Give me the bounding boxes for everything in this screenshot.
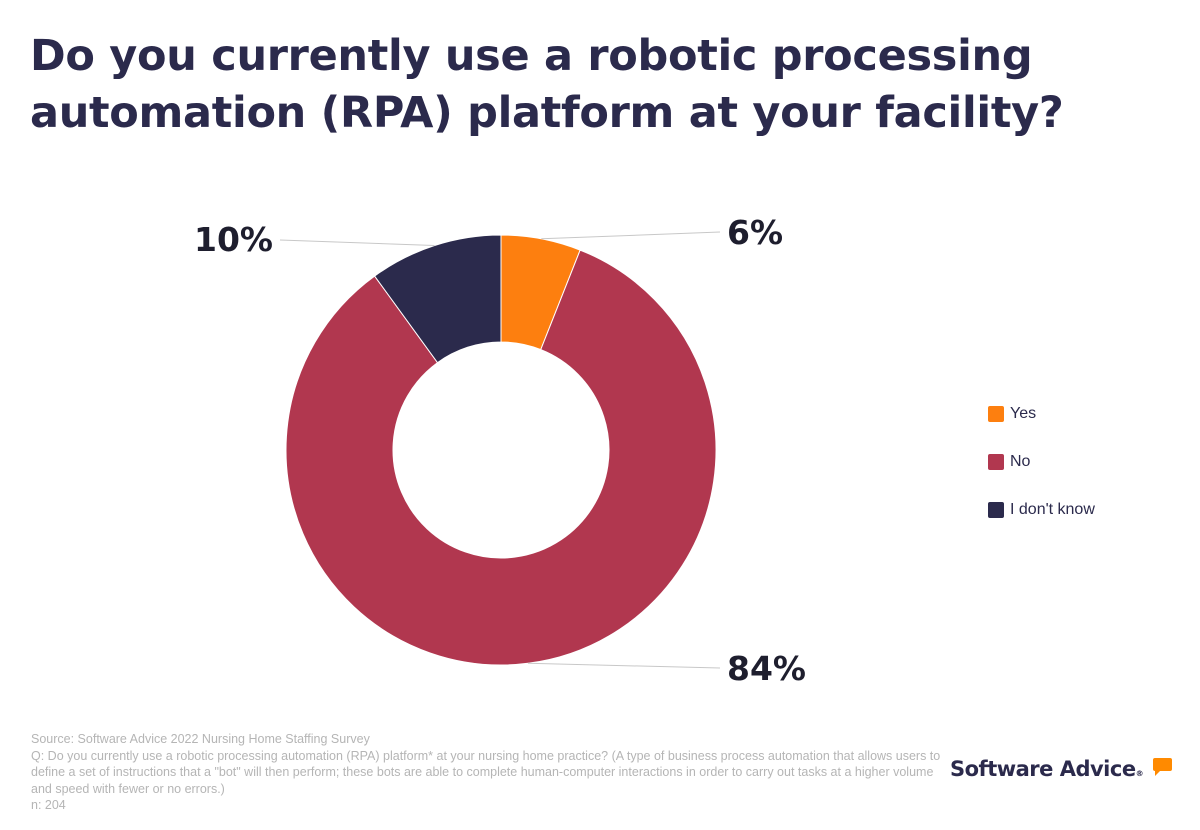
slice-i-don-t-know <box>373 234 502 364</box>
sample-size: n: 204 <box>31 798 66 812</box>
footnote: Source: Software Advice 2022 Nursing Hom… <box>31 731 941 814</box>
data-label: 6% <box>727 213 783 252</box>
speech-bubble-icon <box>1153 758 1172 776</box>
legend-swatch <box>988 406 1004 422</box>
question-text: Q: Do you currently use a robotic proces… <box>31 748 941 796</box>
leader-line <box>527 662 721 669</box>
legend-item-yes: Yes <box>988 390 1095 438</box>
slice-no <box>285 249 717 666</box>
legend-item-no: No <box>988 438 1095 486</box>
chart-title: Do you currently use a robotic processin… <box>30 31 1064 138</box>
leader-line <box>279 239 435 247</box>
source-text: Source: Software Advice 2022 Nursing Hom… <box>31 732 370 746</box>
data-label: 84% <box>727 649 806 688</box>
legend-label: I don't know <box>1010 501 1095 518</box>
legend-label: No <box>1010 453 1031 470</box>
data-label: 10% <box>194 220 273 259</box>
legend-swatch <box>988 502 1004 518</box>
legend-item-dont-know: I don't know <box>988 486 1095 534</box>
software-advice-logo: Software Advice® <box>950 757 1144 781</box>
legend: Yes No I don't know <box>988 390 1095 534</box>
legend-label: Yes <box>1010 405 1037 422</box>
leader-line <box>541 231 721 240</box>
legend-swatch <box>988 454 1004 470</box>
